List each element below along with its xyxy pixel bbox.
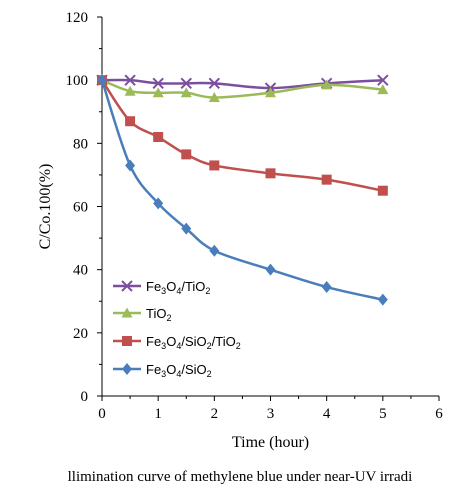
legend-item: Fe3​O4​/TiO2​ — [113, 279, 210, 296]
legend-marker — [121, 280, 133, 292]
data-point — [321, 79, 333, 90]
y-tick-label: 100 — [66, 73, 89, 89]
axes: 0 20 40 60 80 100 120 0 1 2 3 4 5 6 — [66, 10, 444, 422]
x-tick-label: 5 — [379, 406, 387, 422]
data-point — [180, 77, 192, 90]
data-point — [209, 244, 220, 257]
data-point — [377, 74, 389, 86]
data-point — [153, 197, 164, 210]
x-tick-label: 1 — [154, 406, 162, 422]
series-layer — [96, 74, 389, 306]
y-tick-label: 80 — [73, 136, 88, 152]
legend-item: TiO2​ — [113, 306, 171, 323]
x-tick-label: 0 — [98, 406, 106, 422]
y-tick-label: 60 — [73, 200, 88, 216]
x-tick-label: 2 — [211, 406, 219, 422]
data-point — [124, 74, 136, 86]
series-line — [100, 79, 384, 301]
marker-stroke — [377, 74, 389, 86]
data-point — [152, 87, 164, 98]
data-point — [97, 74, 107, 87]
legend: Fe3​O4​/TiO2​ TiO2​ Fe3​O4​/SiO2​/TiO2​ Fe3… — [113, 279, 241, 379]
legend-marker — [122, 336, 132, 346]
data-point — [321, 174, 332, 185]
data-point — [377, 185, 388, 196]
data-point — [208, 92, 220, 103]
data-point — [208, 77, 221, 90]
y-tick-label: 120 — [66, 10, 89, 26]
series-3 — [97, 74, 388, 306]
marker-stroke — [208, 77, 221, 90]
legend-label: TiO2​ — [146, 306, 171, 323]
x-tick-label: 6 — [435, 406, 443, 422]
data-point — [377, 293, 388, 306]
y-axis-title: C/Co.100(%) — [37, 164, 54, 250]
legend-label: Fe3​O4​/SiO2​ — [146, 362, 212, 379]
series-0 — [96, 74, 389, 94]
y-tick-label: 0 — [81, 389, 89, 405]
marker-stroke — [124, 74, 136, 86]
data-point — [265, 168, 276, 179]
data-point — [125, 116, 136, 127]
marker-stroke — [121, 280, 133, 292]
marker-stroke — [180, 77, 192, 90]
data-point — [181, 222, 192, 235]
legend-item: Fe3​O4​/SiO2​/TiO2​ — [113, 334, 241, 351]
data-point — [265, 87, 276, 98]
data-point — [321, 281, 332, 294]
series-line — [101, 78, 383, 90]
legend-marker — [122, 363, 132, 375]
x-tick-label: 4 — [323, 406, 331, 422]
legend-label: Fe3​O4​/SiO2​/TiO2​ — [146, 334, 241, 351]
legend-item: Fe3​O4​/SiO2​ — [113, 362, 212, 379]
data-point — [124, 85, 136, 96]
data-point — [181, 149, 192, 160]
x-axis-title: Time (hour) — [232, 434, 309, 451]
data-point — [265, 263, 276, 276]
figure-caption: llimination curve of methylene blue unde… — [68, 469, 413, 485]
marker-stroke — [152, 77, 164, 90]
data-point — [180, 87, 192, 98]
legend-marker — [121, 307, 133, 318]
series-1 — [96, 74, 389, 103]
data-point — [153, 132, 164, 143]
data-point — [125, 159, 136, 172]
legend-label: Fe3​O4​/TiO2​ — [146, 279, 210, 296]
data-point — [209, 160, 220, 171]
y-tick-label: 40 — [73, 263, 88, 279]
data-point — [152, 77, 164, 90]
data-point — [377, 84, 389, 95]
x-tick-label: 3 — [267, 406, 275, 422]
y-tick-label: 20 — [73, 326, 88, 342]
